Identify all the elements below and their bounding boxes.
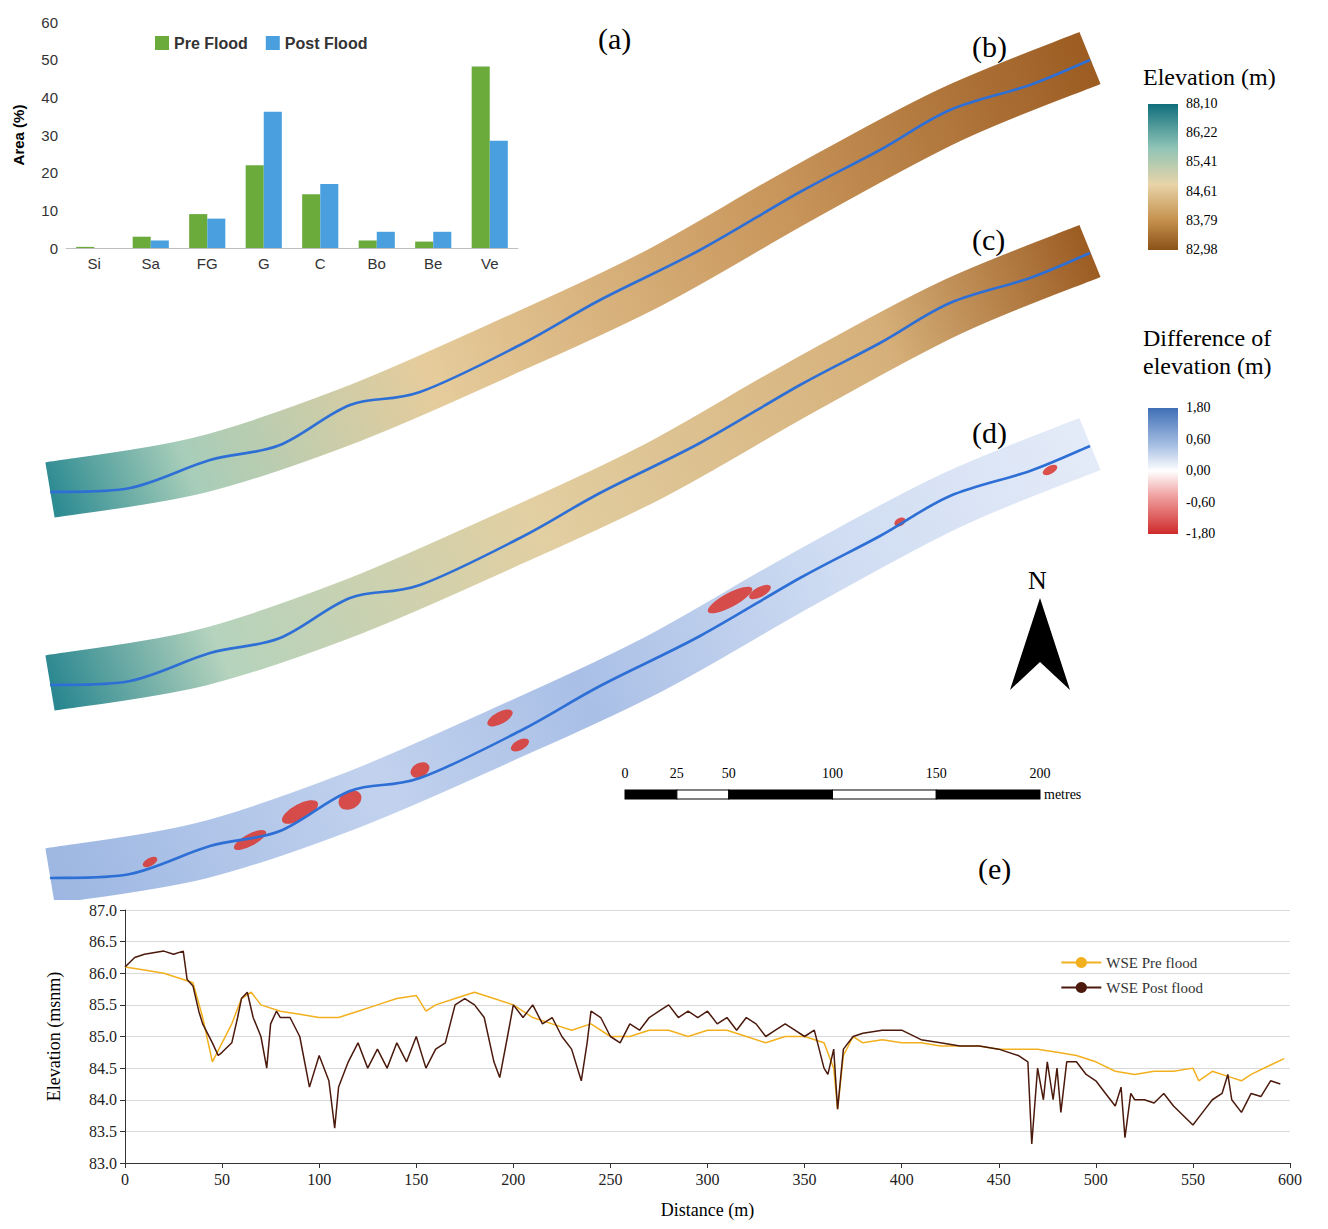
svg-text:84.0: 84.0 <box>89 1091 117 1108</box>
svg-text:FG: FG <box>197 255 218 272</box>
svg-text:C: C <box>315 255 326 272</box>
html-text:88,10: 88,10 <box>1186 96 1218 111</box>
svg-text:0: 0 <box>50 240 58 257</box>
svg-text:20: 20 <box>41 164 58 181</box>
html-text:-0,60: -0,60 <box>1186 494 1216 510</box>
svg-text:40: 40 <box>41 89 58 106</box>
html-text:(e): (e) <box>978 852 1012 885</box>
svg-text:30: 30 <box>41 127 58 144</box>
svg-text:Elevation (msnm): Elevation (msnm) <box>44 972 65 1101</box>
svg-text:350: 350 <box>793 1171 817 1188</box>
html-text:(c): (c) <box>972 223 1006 256</box>
html-text:Difference of elevation (m): Difference of elevation (m) <box>1143 325 1272 379</box>
html-text:N: N <box>1028 566 1047 595</box>
html-text:84,61: 84,61 <box>1186 183 1218 199</box>
svg-text:86.0: 86.0 <box>89 965 117 982</box>
svg-text:G: G <box>258 255 270 272</box>
html-text:0: 0 <box>621 766 629 781</box>
svg-text:87.0: 87.0 <box>89 902 117 919</box>
svg-text:Bo: Bo <box>368 255 386 272</box>
svg-text:250: 250 <box>598 1171 622 1188</box>
html-text:Elevation (m): Elevation (m) <box>1143 64 1276 90</box>
svg-text:Sa: Sa <box>142 255 161 272</box>
svg-text:400: 400 <box>890 1171 914 1188</box>
svg-text:84.5: 84.5 <box>89 1060 117 1077</box>
html-text:metres: metres <box>1044 787 1082 802</box>
html-text:0,60: 0,60 <box>1186 431 1211 447</box>
svg-text:200: 200 <box>501 1171 525 1188</box>
html-text:86,22: 86,22 <box>1186 125 1218 141</box>
svg-text:83.5: 83.5 <box>89 1123 117 1140</box>
svg-text:50: 50 <box>214 1171 230 1188</box>
svg-text:Si: Si <box>88 255 101 272</box>
html-text:50: 50 <box>721 766 736 781</box>
svg-text:Pre Flood: Pre Flood <box>174 35 248 52</box>
html-text:1,80: 1,80 <box>1186 400 1211 415</box>
html-text:83,79: 83,79 <box>1186 212 1218 228</box>
html-text:25: 25 <box>669 766 684 781</box>
html-text:(b): (b) <box>972 30 1007 63</box>
html-text:-1,80: -1,80 <box>1186 526 1216 541</box>
svg-text:83.0: 83.0 <box>89 1155 117 1172</box>
svg-text:300: 300 <box>696 1171 720 1188</box>
svg-text:WSE Post flood: WSE Post flood <box>1106 980 1203 996</box>
svg-text:Be: Be <box>424 255 442 272</box>
svg-text:Post Flood: Post Flood <box>285 35 368 52</box>
html-text:0,00: 0,00 <box>1186 463 1211 478</box>
html-text:100: 100 <box>822 766 843 781</box>
svg-text:550: 550 <box>1181 1171 1205 1188</box>
svg-text:Distance (m): Distance (m) <box>661 1200 754 1221</box>
html-text:200: 200 <box>1029 766 1051 781</box>
svg-text:500: 500 <box>1084 1171 1108 1188</box>
svg-text:Area (%): Area (%) <box>10 105 27 166</box>
svg-text:0: 0 <box>121 1171 129 1188</box>
html-text:85,41: 85,41 <box>1186 154 1218 170</box>
html-text:(d): (d) <box>972 416 1007 449</box>
svg-text:86.5: 86.5 <box>89 933 117 950</box>
svg-text:60: 60 <box>41 14 58 31</box>
svg-text:WSE Pre flood: WSE Pre flood <box>1106 955 1197 971</box>
svg-text:450: 450 <box>987 1171 1011 1188</box>
svg-text:10: 10 <box>41 202 58 219</box>
html-text:82,98: 82,98 <box>1186 242 1218 257</box>
svg-text:85.0: 85.0 <box>89 1028 117 1045</box>
svg-text:600: 600 <box>1278 1171 1302 1188</box>
html-text:(a): (a) <box>598 22 632 55</box>
svg-text:Ve: Ve <box>481 255 499 272</box>
svg-text:100: 100 <box>307 1171 331 1188</box>
html-text:150: 150 <box>925 766 947 781</box>
svg-text:50: 50 <box>41 51 58 68</box>
svg-text:150: 150 <box>404 1171 428 1188</box>
svg-text:85.5: 85.5 <box>89 996 117 1013</box>
